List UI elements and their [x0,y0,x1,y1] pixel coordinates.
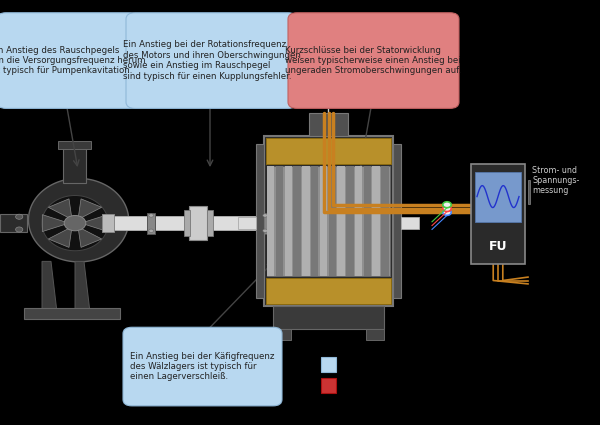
Bar [337,166,345,276]
Bar [528,180,530,204]
Polygon shape [78,227,101,247]
Bar [58,141,91,149]
Polygon shape [49,227,72,247]
Circle shape [443,202,451,208]
Circle shape [149,229,154,232]
Text: Ein Anstieg des Rauschpegels
um die Versorgungsfrequenz herum
ist typisch für Pu: Ein Anstieg des Rauschpegels um die Vers… [0,45,145,76]
Bar [284,166,292,276]
Bar [355,166,362,276]
Bar [105,216,264,230]
Bar [189,206,207,240]
Circle shape [16,214,23,219]
Bar [475,172,521,221]
Bar [393,144,401,298]
Bar [302,166,310,276]
Text: Ein Anstieg bei der Rotationsfrequenz
des Motors und ihren Oberschwingungen
sowi: Ein Anstieg bei der Rotationsfrequenz de… [122,40,301,81]
Polygon shape [43,215,69,232]
Bar [266,278,391,304]
Bar [364,166,371,276]
Bar [63,147,86,183]
Polygon shape [28,178,128,262]
Bar [329,166,336,276]
Bar [102,214,114,232]
Bar [321,378,336,393]
Bar [24,308,120,319]
Circle shape [443,210,451,215]
Polygon shape [42,261,57,312]
Circle shape [64,215,86,231]
Bar [256,144,264,298]
Bar [238,217,256,229]
Circle shape [16,227,23,232]
Polygon shape [78,199,101,219]
Bar [261,212,269,234]
Bar [366,329,384,340]
Polygon shape [81,215,107,232]
Bar [311,166,319,276]
Text: FU: FU [489,240,507,253]
Bar [184,210,190,236]
Polygon shape [75,261,90,312]
FancyBboxPatch shape [288,13,459,108]
Bar [273,329,291,340]
Bar [267,166,390,276]
Bar [373,166,380,276]
Circle shape [263,229,268,232]
Circle shape [149,214,154,217]
Circle shape [443,206,451,212]
Bar [147,212,155,234]
Bar [321,357,336,372]
Polygon shape [49,199,72,219]
FancyBboxPatch shape [123,327,282,406]
Bar [207,210,213,236]
Bar [346,166,353,276]
Text: Ein Anstieg bei der Käfigfrequenz
des Wälzlagers ist typisch für
einen Lagervers: Ein Anstieg bei der Käfigfrequenz des Wä… [130,351,275,382]
Bar [309,113,348,136]
FancyBboxPatch shape [126,13,297,108]
Bar [273,306,384,329]
Bar [0,214,27,232]
Circle shape [263,214,268,217]
Bar [266,138,391,164]
Text: Strom- und
Spannungs-
messung: Strom- und Spannungs- messung [532,166,580,196]
Polygon shape [42,196,108,251]
Bar [276,166,283,276]
Bar [293,166,301,276]
Text: Kurzschlüsse bei der Statorwicklung
weisen typischerweise einen Anstieg bei
unge: Kurzschlüsse bei der Statorwicklung weis… [286,45,461,76]
Bar [401,217,419,229]
FancyBboxPatch shape [264,136,393,306]
Bar [320,166,327,276]
Bar [381,166,389,276]
FancyBboxPatch shape [471,164,525,264]
FancyBboxPatch shape [0,13,138,108]
Bar [267,166,274,276]
